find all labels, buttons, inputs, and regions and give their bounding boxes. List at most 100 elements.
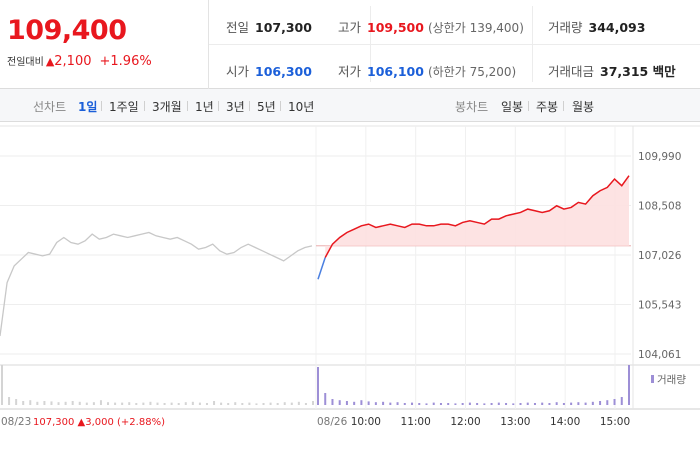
tab-3month[interactable]: 3개월 <box>152 100 182 114</box>
volume-bar <box>353 401 356 405</box>
open-label: 시가 <box>226 64 250 79</box>
volume-legend-icon <box>651 375 654 383</box>
tab-10year[interactable]: 10년 <box>288 100 315 114</box>
volume-bar <box>248 402 251 405</box>
volume-bar <box>519 403 522 405</box>
volume-bar <box>411 402 414 405</box>
low-cell: 저가 106,100 (하한가 75,200) <box>338 61 516 80</box>
volume-bar <box>1 365 3 405</box>
high-label: 고가 <box>338 20 362 35</box>
volume-bar <box>345 401 348 405</box>
tab-1day[interactable]: 1일 <box>78 100 98 114</box>
volume-bar <box>22 401 25 405</box>
volume-bar <box>121 402 124 405</box>
open-cell: 시가 106,300 <box>226 61 312 80</box>
volume-bar <box>36 401 39 405</box>
volume-bar <box>64 401 67 405</box>
volume-bar <box>447 403 450 405</box>
volume-bar <box>43 401 46 405</box>
y-tick-label: 105,543 <box>638 300 681 312</box>
x-time-label: 11:00 <box>401 416 431 428</box>
y-tick-label: 107,026 <box>638 250 682 262</box>
volume-bar <box>382 401 385 405</box>
volume-bar <box>599 401 602 405</box>
volume-bar <box>628 365 630 405</box>
tab-1week[interactable]: 1주일 <box>109 100 139 114</box>
volume-bar <box>71 401 74 405</box>
x-time-label: 10:00 <box>351 416 381 428</box>
volume-bar <box>85 402 88 405</box>
volume-bar <box>570 402 573 405</box>
volume-bar <box>241 403 244 405</box>
divider <box>209 44 700 45</box>
volume-bar <box>439 403 442 405</box>
low-label: 저가 <box>338 64 362 79</box>
tab-monthly-candle[interactable]: 월봉 <box>572 100 595 114</box>
x-time-label: 12:00 <box>450 416 480 428</box>
x-time-label: 15:00 <box>600 416 630 428</box>
volume-bar <box>283 402 286 405</box>
tab-5year[interactable]: 5년 <box>257 100 276 114</box>
volume-bar <box>374 402 377 405</box>
price-change: 전일대비 ▲2,100 +1.96% <box>7 53 152 69</box>
volume-bar <box>483 403 486 405</box>
volume-bar <box>50 401 53 405</box>
chart-grid <box>0 125 700 410</box>
volume-bar <box>29 400 32 405</box>
tab-separator <box>144 101 145 111</box>
volume-bar <box>505 403 508 405</box>
tab-weekly-candle[interactable]: 주봉 <box>536 100 559 114</box>
volume-bar <box>497 402 500 405</box>
volume-bar <box>613 399 616 405</box>
low-value: 106,100 <box>367 64 424 79</box>
volume-bar <box>476 403 479 405</box>
prev-close-cell: 전일 107,300 <box>226 17 312 36</box>
up-area-fill <box>325 175 629 258</box>
volume-cell: 거래량 344,093 <box>548 17 645 36</box>
volume-bar <box>490 403 493 405</box>
change-percent: +1.96% <box>99 54 152 69</box>
session-up-line <box>324 175 630 258</box>
change-value: 2,100 <box>54 54 92 69</box>
volume-bar <box>276 403 279 405</box>
high-value: 109,500 <box>367 20 424 35</box>
tab-1year[interactable]: 1년 <box>195 100 214 114</box>
volume-bar <box>548 403 551 405</box>
volume-bar <box>269 402 272 405</box>
volume-bar <box>317 367 319 405</box>
volume-bar <box>389 402 392 405</box>
tab-daily-candle[interactable]: 일봉 <box>501 100 524 114</box>
volume-bar <box>331 399 334 405</box>
volume-bar <box>606 400 609 405</box>
volume-bar <box>15 399 18 405</box>
volume-bar <box>170 402 173 405</box>
volume-bar <box>562 403 565 405</box>
volume-bar <box>324 393 327 405</box>
intraday-price-chart: 109,990 108,508 107,026 105,543 104,061 거래량 08… <box>0 125 700 428</box>
volume-bar <box>156 402 159 405</box>
volume-bar <box>149 401 152 405</box>
tab-separator <box>187 101 188 111</box>
volume-bar <box>290 402 293 405</box>
volume-label: 거래량 <box>548 20 583 35</box>
volume-bar <box>468 402 471 405</box>
volume-bar <box>99 400 102 405</box>
volume-bar <box>418 403 421 405</box>
volume-bars <box>1 365 630 405</box>
tab-separator <box>249 101 250 111</box>
volume-bar <box>461 403 464 405</box>
volume-legend-label: 거래량 <box>657 374 686 386</box>
volume-bar <box>135 403 138 405</box>
volume-value: 344,093 <box>588 20 646 35</box>
volume-bar <box>425 403 428 405</box>
x-time-label: 13:00 <box>500 416 530 428</box>
volume-bar <box>367 401 370 405</box>
change-label: 전일대비 <box>7 57 44 68</box>
volume-bar <box>454 403 457 405</box>
volume-bar <box>227 403 230 405</box>
volume-bar <box>512 403 515 405</box>
tab-separator <box>280 101 281 111</box>
tab-3year[interactable]: 3년 <box>226 100 245 114</box>
volume-bar <box>184 402 187 405</box>
volume-bar <box>234 402 237 405</box>
